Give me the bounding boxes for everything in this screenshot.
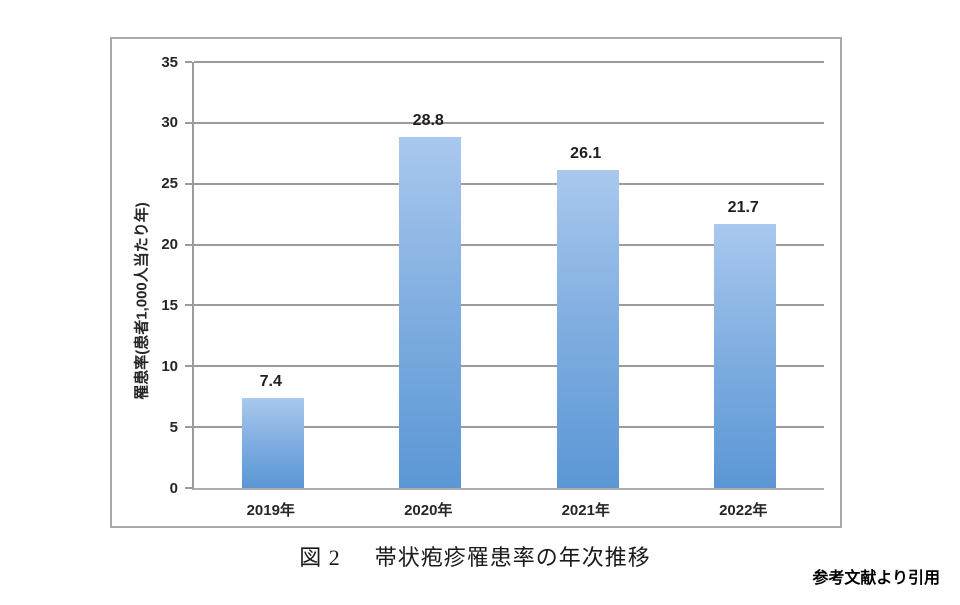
gridline xyxy=(194,365,824,368)
y-axis-tick xyxy=(185,365,192,368)
y-axis-tick xyxy=(185,304,192,307)
y-axis-tick xyxy=(185,426,192,429)
bar-value-label: 26.1 xyxy=(570,145,602,163)
y-tick-label: 35 xyxy=(161,53,178,71)
bar xyxy=(241,397,304,488)
gridline xyxy=(194,121,824,124)
figure-caption-prefix: 図 2 xyxy=(299,545,341,570)
x-category-label: 2021年 xyxy=(561,502,610,519)
bar xyxy=(556,170,619,488)
bar xyxy=(399,137,462,488)
gridline xyxy=(194,426,824,429)
bar-value-label: 28.8 xyxy=(412,112,444,130)
bar-value-label: 7.4 xyxy=(259,372,282,390)
plot-area xyxy=(192,61,824,490)
x-category-label: 2019年 xyxy=(246,502,295,519)
figure-caption-title: 帯状疱疹罹患率の年次推移 xyxy=(374,545,651,570)
y-axis-tick xyxy=(185,243,192,246)
y-tick-label: 25 xyxy=(161,175,178,193)
gridline xyxy=(194,61,824,63)
y-tick-label: 0 xyxy=(169,479,178,497)
y-axis-tick xyxy=(185,182,192,185)
y-axis-tick xyxy=(185,121,192,124)
figure-caption: 図 2 帯状疱疹罹患率の年次推移 xyxy=(0,540,950,572)
gridline xyxy=(194,243,824,246)
y-tick-label: 30 xyxy=(161,114,178,132)
y-tick-label: 10 xyxy=(161,357,178,375)
y-axis-tick xyxy=(185,61,192,63)
bar-value-label: 21.7 xyxy=(727,198,759,216)
y-tick-label: 5 xyxy=(169,418,178,436)
bar xyxy=(714,223,777,488)
source-credit: 参考文献より引用 xyxy=(812,570,940,587)
y-tick-label: 20 xyxy=(161,236,178,254)
x-category-label: 2022年 xyxy=(719,502,768,519)
y-axis-tick xyxy=(185,487,192,489)
y-tick-label: 15 xyxy=(161,296,178,314)
gridline xyxy=(194,182,824,185)
gridline xyxy=(194,304,824,307)
x-category-label: 2020年 xyxy=(404,502,453,519)
